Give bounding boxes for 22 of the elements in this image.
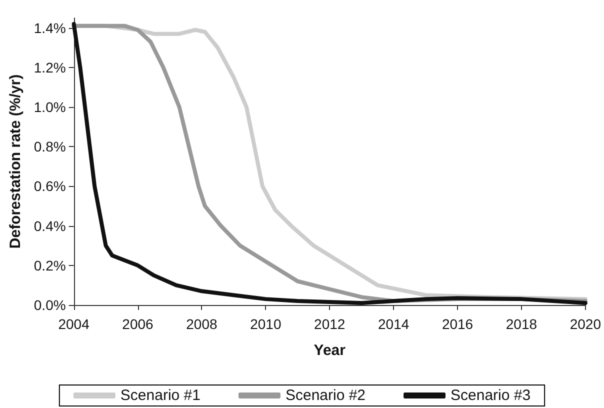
x-tick-label: 2006	[122, 316, 154, 332]
x-axis-title: Year	[314, 342, 346, 359]
y-tick-label: 0.8%	[34, 138, 66, 155]
x-tick-label: 2014	[378, 316, 410, 332]
x-tick-label: 2016	[442, 316, 474, 332]
y-tick-label: 0.4%	[34, 218, 66, 234]
y-tick-label: 0.0%	[34, 297, 66, 313]
y-tick-label: 1.0%	[34, 99, 66, 116]
y-tick-label: 0.6%	[34, 178, 66, 194]
legend-label: Scenario #1	[120, 387, 200, 404]
y-tick-label: 1.2%	[34, 59, 66, 76]
x-tick-label: 2010	[250, 316, 282, 332]
x-tick-label: 2020	[570, 316, 602, 332]
legend-label: Scenario #2	[285, 387, 366, 404]
y-tick-label: 0.2%	[34, 257, 66, 274]
x-tick-label: 2008	[186, 316, 218, 332]
y-axis-title: Deforestation rate (%/yr)	[7, 74, 24, 249]
x-tick-label: 2004	[58, 316, 90, 332]
x-tick-label: 2012	[314, 316, 346, 332]
legend-label: Scenario #3	[450, 387, 531, 404]
y-tick-label: 1.4%	[34, 20, 66, 36]
x-tick-label: 2018	[506, 316, 538, 332]
